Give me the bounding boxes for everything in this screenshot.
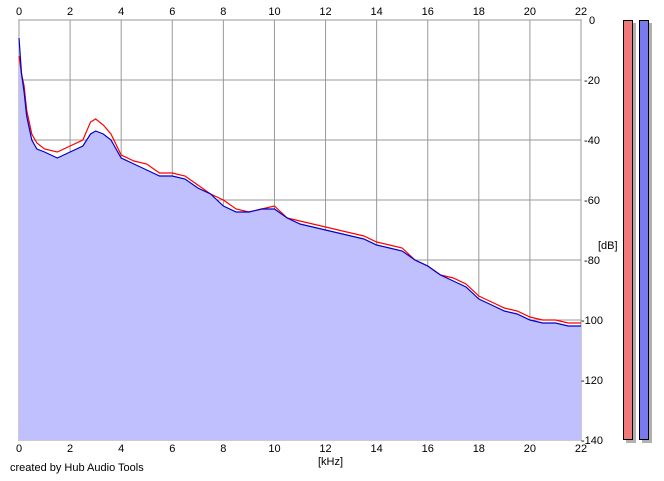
right-level-meter	[639, 20, 649, 440]
y-tick-label: -140	[581, 435, 603, 447]
right-level-meter-fill	[640, 21, 648, 439]
x-tick-label-bottom: 8	[220, 443, 226, 455]
left-level-meter-fill	[624, 21, 632, 439]
x-tick-label-top: 12	[319, 6, 331, 18]
spectrum-series	[18, 37, 581, 327]
y-tick-label: -20	[584, 75, 600, 87]
y-tick-label: -80	[584, 255, 600, 267]
x-tick-label-bottom: 0	[16, 443, 22, 455]
x-tick-label-bottom: 20	[524, 443, 536, 455]
x-tick-label-top: 16	[422, 6, 434, 18]
y-tick-label: -120	[581, 375, 603, 387]
left-level-meter	[623, 20, 633, 440]
y-tick-label: -100	[581, 315, 603, 327]
x-tick-label-bottom: 16	[422, 443, 434, 455]
x-tick-label-bottom: 14	[371, 443, 383, 455]
x-tick-label-bottom: 4	[118, 443, 124, 455]
x-tick-label-bottom: 12	[319, 443, 331, 455]
x-tick-label-bottom: 18	[473, 443, 485, 455]
x-tick-label-bottom: 10	[268, 443, 280, 455]
y-tick-label: -40	[584, 135, 600, 147]
credit-text: created by Hub Audio Tools	[10, 462, 144, 474]
x-tick-label-top: 20	[524, 6, 536, 18]
series-line-blue	[18, 37, 581, 327]
x-tick-label-top: 6	[169, 6, 175, 18]
x-tick-label-bottom: 2	[67, 443, 73, 455]
x-tick-label-top: 8	[220, 6, 226, 18]
x-tick-label-top: 4	[118, 6, 124, 18]
y-tick-label: 0	[589, 15, 595, 27]
x-tick-label-bottom: 22	[575, 443, 587, 455]
x-tick-label-top: 10	[268, 6, 280, 18]
y-axis-label: [dB]	[598, 240, 618, 252]
x-tick-label-top: 18	[473, 6, 485, 18]
x-axis-label: [kHz]	[318, 456, 344, 468]
y-tick-label: -60	[584, 195, 600, 207]
x-tick-label-top: 14	[371, 6, 383, 18]
x-tick-label-bottom: 6	[169, 443, 175, 455]
x-axis-top-ticks: 0 2 4 6 8 10 12 14 16 18 20 22	[16, 6, 587, 18]
x-axis-bottom-ticks: 0 2 4 6 8 10 12 14 16 18 20 22	[16, 443, 587, 455]
x-tick-label-top: 0	[16, 6, 22, 18]
x-tick-label-top: 22	[575, 6, 587, 18]
x-tick-label-top: 2	[67, 6, 73, 18]
spectrum-area	[19, 38, 581, 440]
spectrum-fill	[19, 38, 581, 440]
y-axis-ticks: 0 -20 -40 -60 -80 -100 -120 -140	[581, 15, 603, 447]
